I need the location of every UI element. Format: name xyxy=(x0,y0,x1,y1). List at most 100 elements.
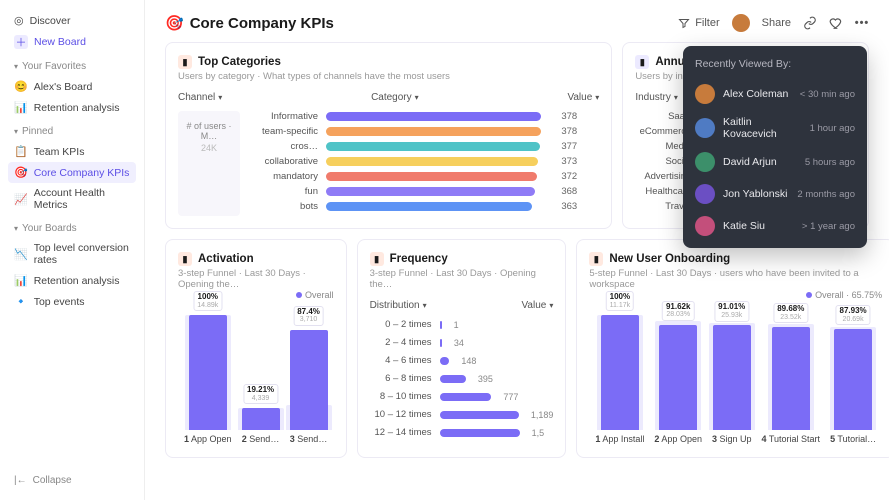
user-avatar[interactable] xyxy=(732,14,750,32)
freq-value: 34 xyxy=(454,338,464,348)
item-label: Account Health Metrics xyxy=(34,187,130,211)
card-subtitle: 3-step Funnel · Last 30 Days · Opening t… xyxy=(178,268,334,290)
value-dropdown[interactable]: Value ▾ xyxy=(522,300,554,311)
sidebar-item[interactable]: 📋Team KPIs xyxy=(8,141,136,162)
bar-row: bots 363 xyxy=(250,201,599,212)
chart-icon: ▮ xyxy=(635,55,649,69)
page-title: 🎯 Core Company KPIs xyxy=(165,14,334,32)
freq-label: 8 – 10 times xyxy=(370,391,432,402)
distribution-dropdown[interactable]: Distribution ▾ xyxy=(370,300,427,311)
freq-bar xyxy=(440,339,442,347)
item-label: Core Company KPIs xyxy=(34,167,130,179)
bar-label: mandatory xyxy=(250,171,318,182)
collapse-icon: |← xyxy=(14,475,27,486)
sidebar-item[interactable]: 🎯Core Company KPIs xyxy=(8,162,136,183)
bar-label: team-specific xyxy=(250,126,318,137)
funnel-label: 2 App Open xyxy=(654,434,702,444)
freq-row: 0 – 2 times 1 xyxy=(370,319,554,330)
recently-viewed-popover: Recently Viewed By: Alex Coleman < 30 mi… xyxy=(683,46,867,248)
viewer-time: < 30 min ago xyxy=(800,89,855,100)
sidebar-item[interactable]: 🔹 Top events xyxy=(8,291,136,312)
funnel-badge: 100%11.17k xyxy=(606,291,635,311)
freq-bar xyxy=(440,393,492,401)
chevron-down-icon: ▾ xyxy=(14,127,18,136)
popover-title: Recently Viewed By: xyxy=(683,58,867,78)
freq-label: 6 – 8 times xyxy=(370,373,432,384)
plus-icon: ＋ xyxy=(14,35,28,49)
sidebar-section-header[interactable]: ▾Pinned xyxy=(14,126,130,137)
viewer-avatar xyxy=(695,184,715,204)
viewer-row[interactable]: Kaitlin Kovacevich 1 hour ago xyxy=(683,110,867,146)
viewer-row[interactable]: Jon Yablonski 2 months ago xyxy=(683,178,867,210)
activation-card: ▮ Activation 3-step Funnel · Last 30 Day… xyxy=(165,239,347,458)
bar-row: mandatory 372 xyxy=(250,171,599,182)
item-emoji: 📈 xyxy=(14,193,28,206)
freq-row: 12 – 14 times 1,5 xyxy=(370,427,554,438)
sidebar-section-header[interactable]: ▾Your Favorites xyxy=(14,61,130,72)
value-dropdown[interactable]: Value ▾ xyxy=(567,92,599,103)
funnel-badge: 87.4%3,710 xyxy=(293,306,324,326)
freq-label: 2 – 4 times xyxy=(370,337,432,348)
sidebar-item[interactable]: 📊Retention analysis xyxy=(8,97,136,118)
category-dropdown[interactable]: Category ▾ xyxy=(371,92,419,103)
item-emoji: 📉 xyxy=(14,248,28,261)
funnel-label: 3 Send… xyxy=(290,434,328,444)
bar-value: 363 xyxy=(561,201,599,212)
new-board-button[interactable]: ＋ New Board xyxy=(8,31,136,53)
sidebar-item[interactable]: 📈 Account Health Metrics xyxy=(8,183,136,215)
bar-row: fun 368 xyxy=(250,186,599,197)
filter-button[interactable]: Filter xyxy=(677,16,719,30)
bar-value: 378 xyxy=(561,111,599,122)
heart-icon[interactable] xyxy=(829,16,843,30)
bar-value: 377 xyxy=(561,141,599,152)
freq-value: 777 xyxy=(503,392,518,402)
funnel-icon: ▮ xyxy=(589,252,603,266)
viewer-row[interactable]: Alex Coleman < 30 min ago xyxy=(683,78,867,110)
channel-dropdown[interactable]: Channel ▾ xyxy=(178,92,222,103)
freq-label: 10 – 12 times xyxy=(370,409,432,420)
viewer-name: Jon Yablonski xyxy=(723,188,789,200)
viewer-name: Kaitlin Kovacevich xyxy=(723,116,802,140)
item-emoji: 🔹 xyxy=(14,295,28,308)
bar-label: cros… xyxy=(250,141,318,152)
bar-row: collaborative 373 xyxy=(250,156,599,167)
freq-label: 12 – 14 times xyxy=(370,427,432,438)
link-icon[interactable] xyxy=(803,16,817,30)
sidebar-item[interactable]: 📉Top level conversion rates xyxy=(8,238,136,270)
bar-track xyxy=(326,157,553,166)
sidebar-item[interactable]: 😊Alex's Board xyxy=(8,76,136,97)
share-button[interactable]: Share xyxy=(762,17,791,29)
item-label: Top events xyxy=(34,296,85,308)
sidebar-item[interactable]: 📊Retention analysis xyxy=(8,270,136,291)
bar-value: 368 xyxy=(561,186,599,197)
bar-track xyxy=(326,112,553,121)
viewer-row[interactable]: David Arjun 5 hours ago xyxy=(683,146,867,178)
freq-bar xyxy=(440,429,520,437)
item-label: Team KPIs xyxy=(34,146,85,158)
funnel-label: 1 App Install xyxy=(595,434,644,444)
main-content: 🎯 Core Company KPIs Filter Share xyxy=(145,0,889,500)
bar-track xyxy=(326,142,553,151)
title-emoji: 🎯 xyxy=(165,14,184,32)
bar-row: cros… 377 xyxy=(250,141,599,152)
card-subtitle: Users by category · What types of channe… xyxy=(178,71,599,82)
freq-value: 1,5 xyxy=(532,428,545,438)
viewer-row[interactable]: Katie Siu > 1 year ago xyxy=(683,210,867,242)
more-icon[interactable]: ••• xyxy=(855,16,869,30)
discover-link[interactable]: ◎ Discover xyxy=(8,10,136,31)
sidebar-section-header[interactable]: ▾Your Boards xyxy=(14,223,130,234)
industry-dropdown[interactable]: Industry ▾ xyxy=(635,92,678,103)
freq-row: 6 – 8 times 395 xyxy=(370,373,554,384)
sidebar: ◎ Discover ＋ New Board ▾Your Favorites 😊A… xyxy=(0,0,145,500)
funnel-step: 100%11.17k 1 App Install xyxy=(595,315,644,444)
collapse-button[interactable]: |← Collapse xyxy=(8,471,136,490)
freq-label: 0 – 2 times xyxy=(370,319,432,330)
page-header: 🎯 Core Company KPIs Filter Share xyxy=(165,14,869,32)
funnel-step: 87.93%20.69k 5 Tutorial… xyxy=(830,315,876,444)
freq-row: 10 – 12 times 1,189 xyxy=(370,409,554,420)
viewer-avatar xyxy=(695,152,715,172)
bar-label: bots xyxy=(250,201,318,212)
freq-row: 4 – 6 times 148 xyxy=(370,355,554,366)
freq-label: 4 – 6 times xyxy=(370,355,432,366)
bar-row: Informative 378 xyxy=(250,111,599,122)
